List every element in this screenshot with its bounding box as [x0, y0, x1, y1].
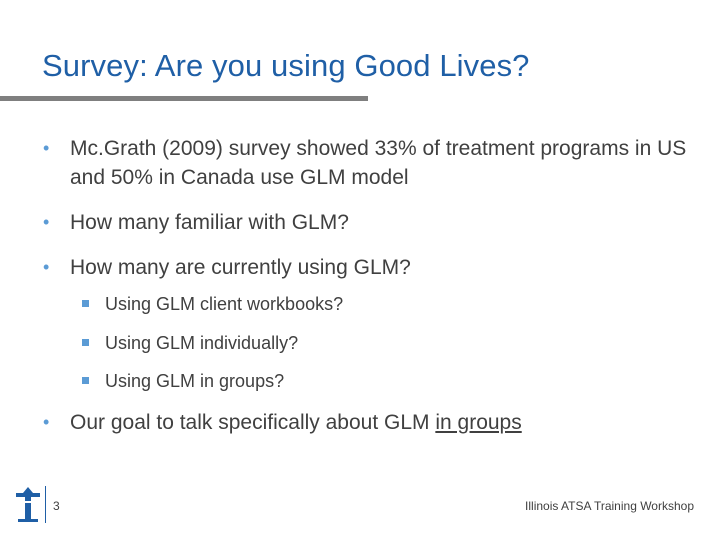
- title-underline-rule: [0, 96, 368, 101]
- square-bullet-icon: [82, 339, 89, 346]
- atsa-logo-icon: [16, 487, 40, 522]
- bullet-text-plain: Our goal to talk specifically about GLM: [70, 411, 436, 434]
- bullet-dot-icon: •: [43, 138, 50, 158]
- bullet-text-underlined: in groups: [435, 411, 522, 434]
- square-bullet-icon: [82, 377, 89, 384]
- bullet-text: Mc.Grath (2009) survey showed 33% of tre…: [70, 137, 687, 189]
- footer-divider: [45, 486, 46, 523]
- bullet-item: • Mc.Grath (2009) survey showed 33% of t…: [43, 134, 703, 192]
- bullet-text: How many familiar with GLM?: [70, 211, 349, 234]
- sub-bullet-text: Using GLM client workbooks?: [105, 294, 344, 314]
- bullet-text: How many are currently using GLM?: [70, 256, 411, 279]
- page-number: 3: [53, 499, 60, 513]
- bullet-dot-icon: •: [43, 257, 50, 277]
- slide-title: Survey: Are you using Good Lives?: [42, 48, 530, 83]
- sub-bullet-item: Using GLM in groups?: [82, 369, 284, 393]
- bullet-item: • Our goal to talk specifically about GL…: [43, 408, 703, 437]
- sub-bullet-item: Using GLM client workbooks?: [82, 292, 343, 316]
- sub-bullet-text: Using GLM individually?: [105, 333, 299, 353]
- bullet-item: • How many familiar with GLM?: [43, 208, 703, 237]
- bullet-dot-icon: •: [43, 412, 50, 432]
- bullet-dot-icon: •: [43, 212, 50, 232]
- bullet-item: • How many are currently using GLM?: [43, 253, 703, 282]
- sub-bullet-text: Using GLM in groups?: [105, 371, 285, 391]
- sub-bullet-item: Using GLM individually?: [82, 331, 298, 355]
- square-bullet-icon: [82, 300, 89, 307]
- footer-org-text: Illinois ATSA Training Workshop: [525, 499, 694, 513]
- bullet-text: Our goal to talk specifically about GLM …: [70, 408, 703, 437]
